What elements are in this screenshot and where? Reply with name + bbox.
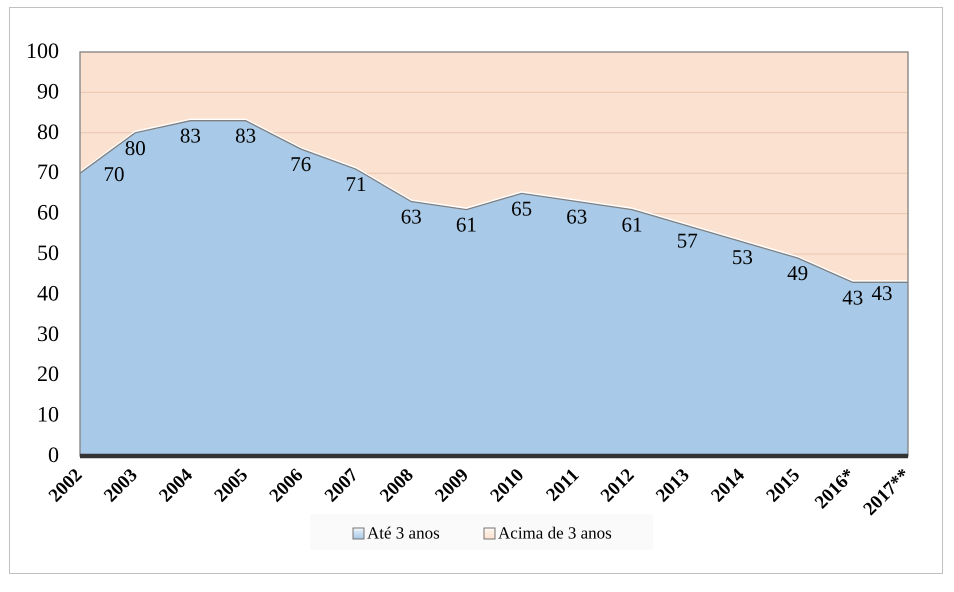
svg-text:30: 30 <box>37 321 59 346</box>
svg-text:61: 61 <box>622 213 643 237</box>
svg-text:Até 3 anos: Até 3 anos <box>367 524 440 543</box>
svg-text:2011: 2011 <box>542 465 583 506</box>
svg-text:2007: 2007 <box>321 464 363 506</box>
svg-text:70: 70 <box>37 159 59 184</box>
svg-text:49: 49 <box>787 261 808 285</box>
svg-text:40: 40 <box>37 280 59 305</box>
svg-text:71: 71 <box>346 172 367 196</box>
svg-text:10: 10 <box>37 402 59 427</box>
svg-text:80: 80 <box>37 119 59 144</box>
svg-text:63: 63 <box>566 205 587 229</box>
svg-text:43: 43 <box>872 281 893 305</box>
svg-text:2005: 2005 <box>210 465 252 507</box>
svg-text:0: 0 <box>48 442 59 467</box>
svg-text:2013: 2013 <box>652 465 694 507</box>
svg-text:2004: 2004 <box>155 464 197 506</box>
svg-text:43: 43 <box>842 285 863 309</box>
svg-text:2014: 2014 <box>707 464 749 506</box>
svg-text:2006: 2006 <box>266 465 308 507</box>
svg-text:76: 76 <box>290 152 311 176</box>
svg-text:80: 80 <box>125 136 146 160</box>
svg-text:63: 63 <box>401 205 422 229</box>
svg-text:2003: 2003 <box>100 465 142 507</box>
svg-text:57: 57 <box>677 229 698 253</box>
svg-text:61: 61 <box>456 213 477 237</box>
svg-text:2017**: 2017** <box>859 465 914 520</box>
svg-text:53: 53 <box>732 245 753 269</box>
svg-text:50: 50 <box>37 240 59 265</box>
svg-text:2010: 2010 <box>486 465 528 507</box>
svg-text:2015: 2015 <box>762 465 804 507</box>
svg-text:2012: 2012 <box>597 465 639 507</box>
svg-text:83: 83 <box>180 124 201 148</box>
svg-text:83: 83 <box>235 124 256 148</box>
svg-text:70: 70 <box>104 162 125 186</box>
svg-text:90: 90 <box>37 78 59 103</box>
svg-text:2016*: 2016* <box>811 465 859 513</box>
svg-text:65: 65 <box>511 196 532 220</box>
svg-text:60: 60 <box>37 200 59 225</box>
svg-text:100: 100 <box>26 38 59 63</box>
svg-text:20: 20 <box>37 361 59 386</box>
svg-text:2002: 2002 <box>45 465 87 507</box>
svg-text:Acima de 3 anos: Acima de 3 anos <box>498 524 612 543</box>
svg-text:2008: 2008 <box>376 465 418 507</box>
svg-text:2009: 2009 <box>431 465 473 507</box>
